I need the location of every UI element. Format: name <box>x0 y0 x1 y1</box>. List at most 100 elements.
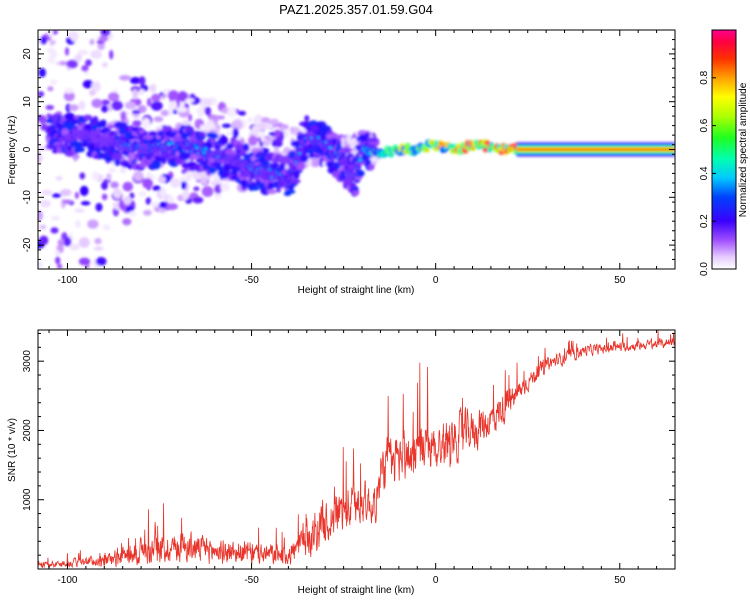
noise-blob <box>39 114 47 125</box>
noise-blob <box>157 176 167 184</box>
noise-blob <box>64 87 75 94</box>
colorbar-gradient <box>711 29 737 270</box>
ridge-core <box>354 173 358 176</box>
noise-blob <box>112 188 122 199</box>
snr-frame <box>37 329 676 570</box>
noise-blob <box>78 257 91 266</box>
noise-blob <box>159 187 167 199</box>
noise-blob <box>251 125 261 136</box>
colorbar: 0.0 0.2 0.4 0.6 0.8 Normalized spectral ampl… <box>699 29 749 276</box>
noise-blob <box>122 181 134 192</box>
band-blob <box>160 157 167 165</box>
ridge-core <box>131 149 135 152</box>
y-tick-label: 20 <box>22 48 33 60</box>
snr-series-line <box>38 330 675 569</box>
noise-blob <box>39 224 47 230</box>
band-blob <box>267 189 277 195</box>
noise-blob <box>91 82 99 90</box>
noise-blob <box>111 100 123 111</box>
noise-blob <box>79 185 89 196</box>
noise-blob <box>119 167 127 174</box>
noise-blob <box>268 118 280 125</box>
noise-blob <box>79 172 86 180</box>
noise-blob <box>64 47 70 56</box>
spectrogram-y-label: Frequency (Hz) <box>7 116 18 185</box>
ridge-core <box>295 158 299 161</box>
noise-blob <box>95 202 103 212</box>
ridge-core <box>484 148 488 152</box>
ridge-core <box>203 147 208 151</box>
noise-blob <box>38 210 44 222</box>
noise-blob <box>101 193 108 201</box>
noise-blob <box>74 191 80 199</box>
band-blob <box>99 119 107 128</box>
ridge-core <box>82 130 86 133</box>
band-blob <box>107 124 115 130</box>
band-blob <box>343 147 351 154</box>
noise-blob <box>175 106 188 113</box>
noise-blob <box>123 195 132 205</box>
noise-blob <box>73 153 78 162</box>
band-blob <box>148 131 159 136</box>
y-tick-label: 1000 <box>22 488 33 511</box>
band-blob <box>279 162 285 170</box>
noise-blob <box>39 235 49 246</box>
band-blob <box>284 189 296 194</box>
x-tick-label: -50 <box>244 275 259 286</box>
ridge-core <box>268 168 272 171</box>
noise-blob <box>63 236 72 247</box>
noise-blob <box>49 79 58 85</box>
noise-blob <box>108 167 116 173</box>
noise-blob <box>74 219 81 229</box>
noise-blob <box>49 40 57 45</box>
noise-blob <box>80 201 91 206</box>
x-tick-label: -100 <box>57 275 77 286</box>
band-blob <box>279 155 290 165</box>
noise-blob <box>201 98 213 104</box>
noise-blob <box>106 173 112 181</box>
colorbar-tick-label: 0.0 <box>699 262 710 276</box>
noise-blob <box>213 119 219 125</box>
band-blob <box>51 125 57 132</box>
noise-blob <box>97 42 105 50</box>
noise-blob <box>310 157 321 168</box>
band-blob <box>289 178 301 184</box>
noise-blob <box>51 193 62 198</box>
noise-blob <box>290 126 295 134</box>
noise-blob <box>101 181 108 190</box>
band-blob <box>267 182 275 191</box>
noise-blob <box>109 49 114 60</box>
noise-blob <box>145 197 152 205</box>
noise-blob <box>252 115 263 125</box>
noise-blob <box>146 98 152 107</box>
x-tick-label: 50 <box>614 575 626 586</box>
band-blob <box>329 132 338 140</box>
noise-blob <box>40 35 47 45</box>
noise-blob <box>55 175 63 181</box>
colorbar-ticks: 0.0 0.2 0.4 0.6 0.8 <box>699 70 716 276</box>
noise-blob <box>38 261 43 268</box>
noise-blob <box>221 123 232 128</box>
ridge-core <box>71 137 75 140</box>
noise-blob <box>196 107 205 115</box>
noise-blob <box>66 59 78 69</box>
noise-blob <box>188 113 193 122</box>
band-blob <box>275 188 282 193</box>
ridge-core <box>443 147 447 151</box>
carrier-band-layer <box>516 148 675 151</box>
noise-blob <box>182 189 190 201</box>
noise-blob <box>90 49 102 59</box>
noise-blob <box>185 98 195 103</box>
noise-blob <box>101 105 109 113</box>
band-blob <box>215 164 224 171</box>
ridge-core <box>277 173 282 176</box>
ridge-core <box>87 138 92 142</box>
noise-blob <box>132 88 138 100</box>
chart-title: PAZ1.2025.357.01.59.G04 <box>279 2 433 17</box>
noise-blob <box>94 237 102 245</box>
noise-blob <box>248 135 258 147</box>
noise-blob <box>59 188 72 197</box>
noise-blob <box>159 95 166 100</box>
noise-blob <box>138 191 147 197</box>
